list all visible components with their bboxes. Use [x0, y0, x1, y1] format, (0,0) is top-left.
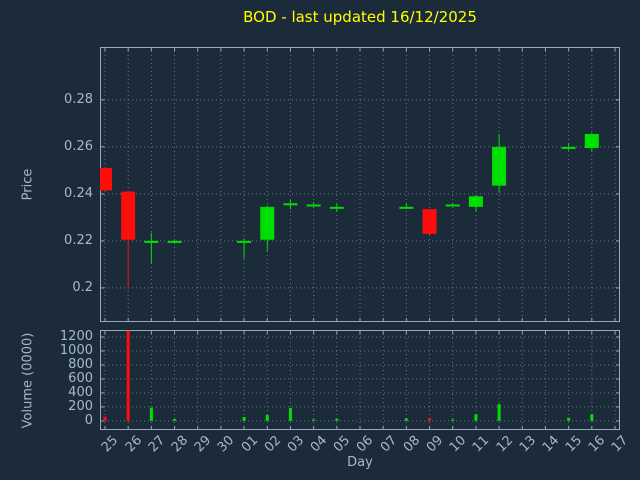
volume-tick-label: 600 — [68, 370, 93, 386]
day-tick-label: 04 — [307, 433, 331, 456]
day-tick-label: 15 — [562, 433, 586, 456]
chart-title: BOD - last updated 16/12/2025 — [243, 8, 477, 26]
day-tick-label: 03 — [284, 433, 308, 456]
day-tick-label: 30 — [215, 433, 238, 456]
candle-body — [283, 203, 298, 206]
price-axis-label: Price — [20, 168, 36, 201]
candle-body — [445, 204, 460, 207]
volume-bar — [149, 407, 153, 421]
volume-bar — [497, 404, 501, 421]
volume-bar — [265, 414, 269, 421]
day-tick-label: 16 — [586, 433, 609, 456]
candle-body — [144, 240, 159, 243]
volume-bar — [474, 414, 478, 421]
plot-border — [100, 330, 620, 430]
day-tick-label: 13 — [516, 433, 539, 456]
candle-body — [584, 133, 599, 149]
day-tick-label: 12 — [493, 433, 516, 456]
candle-body — [306, 204, 321, 207]
candle-body — [422, 209, 437, 234]
volume-bar — [242, 417, 246, 421]
price-tick-label: 0.28 — [64, 91, 93, 107]
volume-bar — [103, 416, 107, 421]
volume-tick-label: 1200 — [59, 328, 93, 344]
candle-body — [121, 191, 136, 240]
day-tick-label: 25 — [99, 433, 122, 456]
volume-bar — [567, 417, 571, 421]
volume-bar — [335, 418, 339, 421]
candle-body — [329, 206, 344, 209]
volume-panel — [100, 330, 620, 430]
day-tick-label: 07 — [377, 433, 400, 456]
volume-tick-label: 1000 — [59, 342, 93, 358]
price-tick-label: 0.24 — [64, 185, 93, 201]
candle-body — [468, 196, 483, 207]
day-tick-label: 09 — [423, 433, 447, 456]
price-tick-label: 0.26 — [64, 138, 93, 154]
candle-body — [237, 240, 252, 243]
volume-tick-label: 400 — [68, 384, 93, 400]
day-axis-label: Day — [347, 455, 373, 470]
day-tick-label: 02 — [261, 433, 284, 456]
day-tick-label: 14 — [539, 433, 563, 456]
day-tick-label: 06 — [354, 433, 377, 456]
day-tick-label: 17 — [609, 433, 632, 456]
volume-bar — [312, 419, 316, 421]
volume-bar — [126, 330, 130, 421]
candle-body — [492, 146, 507, 186]
day-tick-label: 11 — [470, 433, 493, 456]
volume-tick-label: 0 — [84, 412, 93, 428]
volume-bar — [590, 414, 594, 421]
price-tick-label: 0.2 — [72, 279, 93, 295]
volume-bar — [173, 419, 177, 421]
day-tick-label: 28 — [168, 433, 192, 456]
volume-axis-label: Volume (0000) — [20, 332, 36, 429]
volume-bar — [288, 407, 292, 421]
day-tick-label: 01 — [238, 433, 261, 456]
price-panel — [100, 47, 620, 322]
volume-tick-label: 200 — [68, 398, 93, 414]
candle-body — [167, 240, 182, 243]
volume-bar — [404, 418, 408, 421]
plot-border — [100, 47, 620, 322]
volume-bar — [451, 419, 455, 421]
volume-tick-label: 800 — [68, 356, 93, 372]
price-tick-label: 0.22 — [64, 232, 93, 248]
candle-body — [100, 168, 112, 191]
candle-body — [260, 206, 275, 240]
day-tick-label: 27 — [145, 433, 168, 456]
candle-body — [561, 146, 576, 149]
day-tick-label: 05 — [331, 433, 354, 456]
volume-bar — [428, 418, 432, 421]
day-tick-label: 10 — [447, 433, 470, 456]
candle-body — [399, 206, 414, 209]
day-tick-label: 29 — [192, 433, 215, 456]
day-tick-label: 26 — [122, 433, 145, 456]
day-tick-label: 08 — [400, 433, 423, 456]
